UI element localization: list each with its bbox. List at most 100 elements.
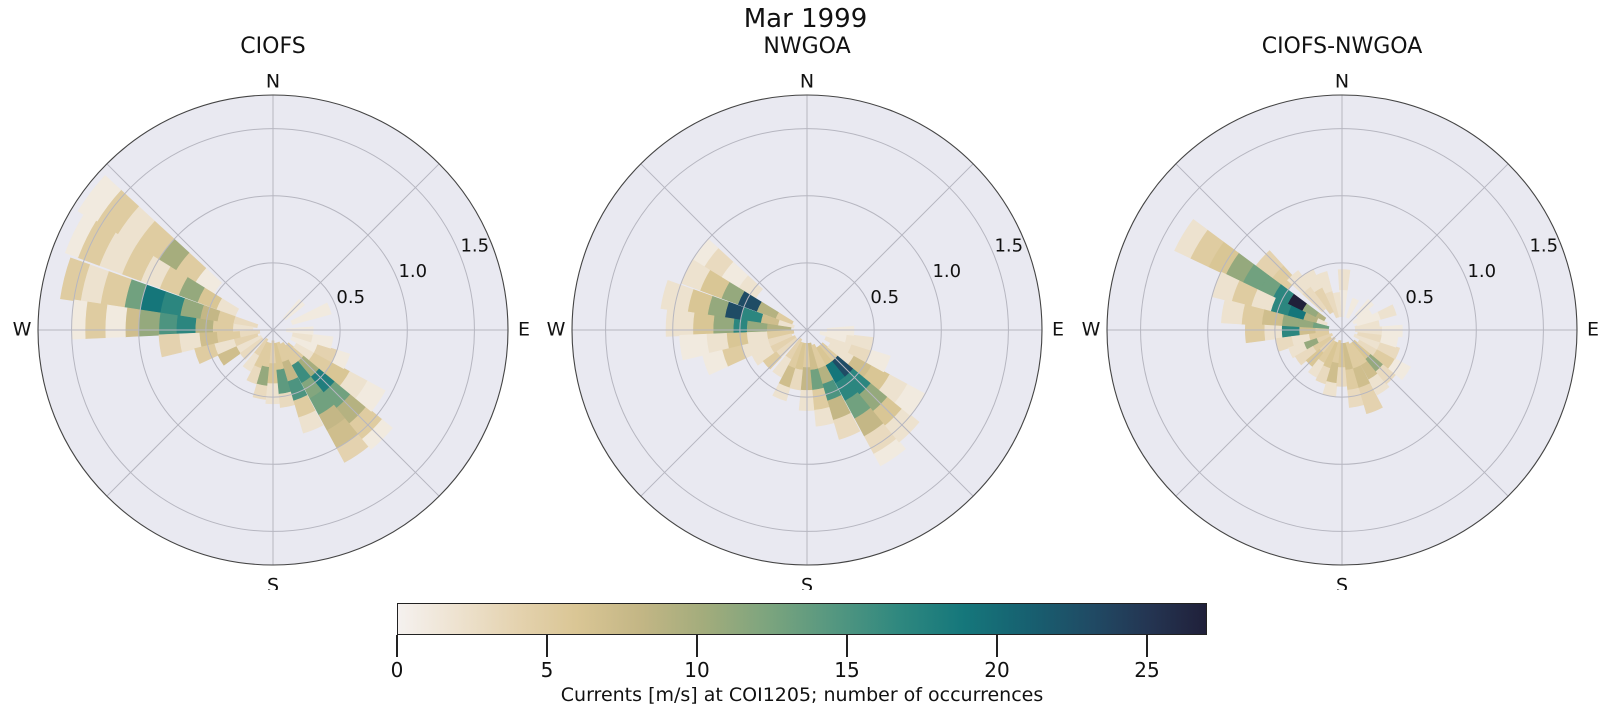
rose-cell <box>158 312 178 336</box>
rose-cell <box>138 309 161 337</box>
rose-cell <box>1380 334 1399 348</box>
radius-tick-label: 1.5 <box>994 235 1023 256</box>
rose-cell <box>833 412 861 440</box>
rose-cell <box>772 355 792 378</box>
rose-cell <box>679 333 710 361</box>
colorbar <box>397 603 1207 635</box>
colorbar-tick-label: 5 <box>540 658 554 682</box>
radius-tick-label: 0.5 <box>870 287 899 308</box>
polar-axes-edge <box>37 94 509 566</box>
rose-cell <box>217 346 241 366</box>
rose-cell <box>77 174 122 223</box>
cardinal-label-w: W <box>547 319 566 341</box>
colorbar-tick <box>996 635 998 657</box>
rose-cell <box>665 308 695 337</box>
rose-cell <box>124 307 141 338</box>
rose-cell <box>71 299 88 340</box>
cardinal-label-w: W <box>1082 319 1101 341</box>
rose-cell <box>1368 373 1390 396</box>
rose-cell <box>308 302 332 320</box>
cardinal-label-e: E <box>1052 319 1064 341</box>
polar-grid-spoke <box>1175 163 1509 497</box>
rose-cell <box>64 213 97 258</box>
polar-axes-edge <box>1106 94 1578 566</box>
cardinal-label-n: N <box>1335 71 1349 93</box>
figure-title: Mar 1999 <box>743 4 868 34</box>
rose-cell <box>1347 387 1365 408</box>
rose-cell <box>789 368 804 391</box>
rose-cell <box>826 325 855 336</box>
radius-tick-label: 1.0 <box>398 261 427 282</box>
rose-cell <box>158 333 183 358</box>
rose-cell <box>1315 271 1333 295</box>
rose-cell <box>1345 297 1360 319</box>
cardinal-label-s: S <box>801 575 813 591</box>
colorbar-label: Currents [m/s] at COI1205; number of occ… <box>560 684 1044 706</box>
radius-tick-label: 1.0 <box>932 261 961 282</box>
colorbar-tick-label: 20 <box>984 658 1010 682</box>
rose-cell <box>278 391 296 408</box>
rose-cell <box>1294 346 1317 366</box>
rose-cell <box>1174 219 1208 259</box>
polar-grid-spoke <box>106 163 440 497</box>
rose-cell <box>1358 383 1383 415</box>
polar-axes-edge <box>571 94 1043 566</box>
colorbar-tick <box>396 635 398 657</box>
rose-cell <box>1288 342 1308 359</box>
cardinal-label-e: E <box>518 319 530 341</box>
cardinal-label-s: S <box>1336 575 1348 591</box>
rose-cell <box>1352 309 1373 325</box>
rose-cell <box>194 343 219 364</box>
polar-rose-nwgoa: N E S W 0.5 1.0 1.5 <box>547 71 1064 591</box>
rose-cell <box>298 410 324 434</box>
rose-cell <box>242 352 260 372</box>
rose-cell <box>1377 304 1397 320</box>
cardinal-label-w: W <box>13 319 32 341</box>
subplot-title-nwgoa: NWGOA <box>763 34 851 59</box>
rose-cell <box>1287 270 1311 295</box>
polar-rose-ciofs-nwgoa: N E S W 0.5 1.0 1.5 <box>1082 71 1599 591</box>
radius-tick-label: 1.0 <box>1467 261 1496 282</box>
colorbar-tick <box>1146 635 1148 657</box>
rose-cell <box>751 346 775 366</box>
rose-cell <box>176 315 197 335</box>
rose-cell <box>1354 319 1380 330</box>
rose-cell <box>1245 323 1266 344</box>
rose-cell <box>1221 299 1245 325</box>
rose-cell <box>692 312 715 336</box>
rose-cell <box>814 406 836 427</box>
rose-cell <box>1305 348 1325 368</box>
colorbar-tick <box>846 635 848 657</box>
rose-cell <box>60 257 90 302</box>
cardinal-label-n: N <box>800 71 814 93</box>
colorbar-tick-label: 0 <box>390 658 404 682</box>
cardinal-label-e: E <box>1587 319 1599 341</box>
colorbar-tick-label: 25 <box>1134 658 1160 682</box>
rose-cell <box>84 301 108 339</box>
rose-cell <box>712 315 735 335</box>
rose-cell <box>252 383 269 400</box>
radius-tick-label: 1.5 <box>460 235 489 256</box>
rose-cell <box>355 380 386 412</box>
rose-cell <box>104 304 128 339</box>
radius-tick-label: 1.5 <box>1529 235 1558 256</box>
rose-cell <box>1376 341 1401 360</box>
subplot-title-ciofs: CIOFS <box>240 34 306 59</box>
rose-cell <box>286 326 314 335</box>
radius-tick-label: 0.5 <box>1405 287 1434 308</box>
rose-cell <box>194 317 214 334</box>
rose-cell <box>702 349 729 376</box>
colorbar-tick <box>546 635 548 657</box>
rose-cell <box>1308 358 1326 379</box>
subplot-title-ciofs-nwgoa: CIOFS-NWGOA <box>1261 34 1423 59</box>
rose-cell <box>873 438 906 467</box>
rose-cell <box>1388 358 1411 381</box>
colorbar-tick-label: 15 <box>834 658 860 682</box>
polar-grid-spoke <box>640 163 974 497</box>
radius-tick-label: 0.5 <box>336 287 365 308</box>
rose-cell <box>311 334 334 349</box>
colorbar-tick <box>696 635 698 657</box>
rose-cell <box>1381 324 1403 338</box>
cardinal-label-s: S <box>267 575 279 591</box>
